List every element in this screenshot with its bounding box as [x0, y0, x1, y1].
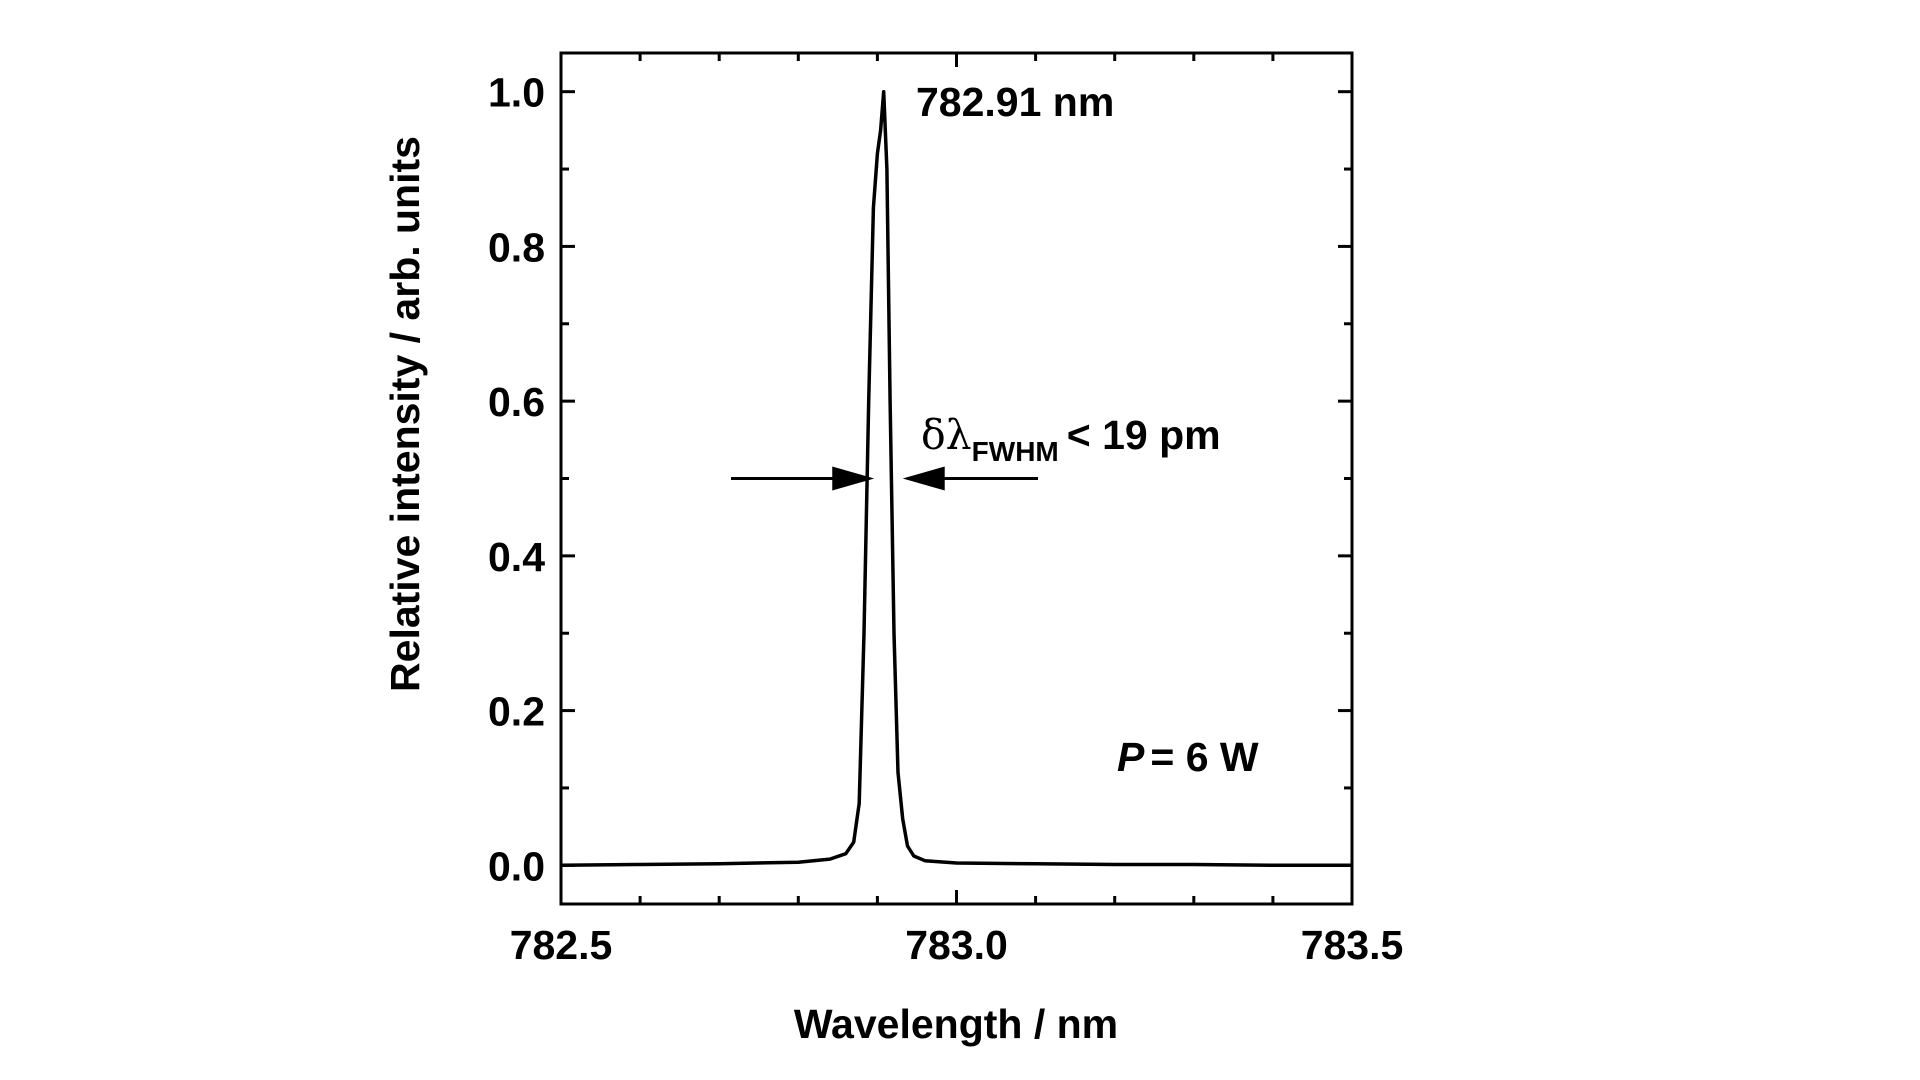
power-symbol: P — [1117, 734, 1145, 780]
x-axis-label: Wavelength / nm — [794, 1001, 1118, 1047]
x-tick-label: 782.5 — [510, 922, 613, 968]
power-label: P = 6 W — [1117, 734, 1259, 780]
y-tick-label: 0.2 — [488, 689, 545, 735]
fwhm-value: < 19 pm — [1067, 412, 1221, 458]
fwhm-arrows — [731, 466, 1038, 491]
power-value: = 6 W — [1150, 734, 1259, 780]
fwhm-subscript: FWHM — [972, 436, 1059, 467]
fwhm-label: δλFWHM < 19 pm — [921, 411, 1221, 467]
plot-frame — [559, 51, 1354, 906]
y-tick-label: 0.6 — [488, 379, 545, 425]
fwhm-arrow-right-head — [902, 466, 945, 491]
x-tick-label: 783.0 — [905, 922, 1008, 968]
peak-wavelength-label: 782.91 nm — [916, 79, 1114, 125]
y-tick-label: 0.0 — [488, 843, 545, 889]
y-tick-label: 0.8 — [488, 224, 545, 270]
x-tick-label: 783.5 — [1301, 922, 1404, 968]
y-tick-label: 0.4 — [488, 534, 545, 580]
y-axis-label: Relative intensity / arb. units — [382, 136, 428, 692]
y-tick-label: 1.0 — [488, 70, 545, 116]
fwhm-symbol: δλ — [921, 411, 972, 459]
spectrum-line — [560, 89, 1352, 868]
axis-tick-labels: 782.5 783.0 783.5 0.0 0.2 0.4 0.6 0.8 1.0 — [488, 70, 1403, 968]
fwhm-arrow-left-head — [832, 466, 875, 491]
